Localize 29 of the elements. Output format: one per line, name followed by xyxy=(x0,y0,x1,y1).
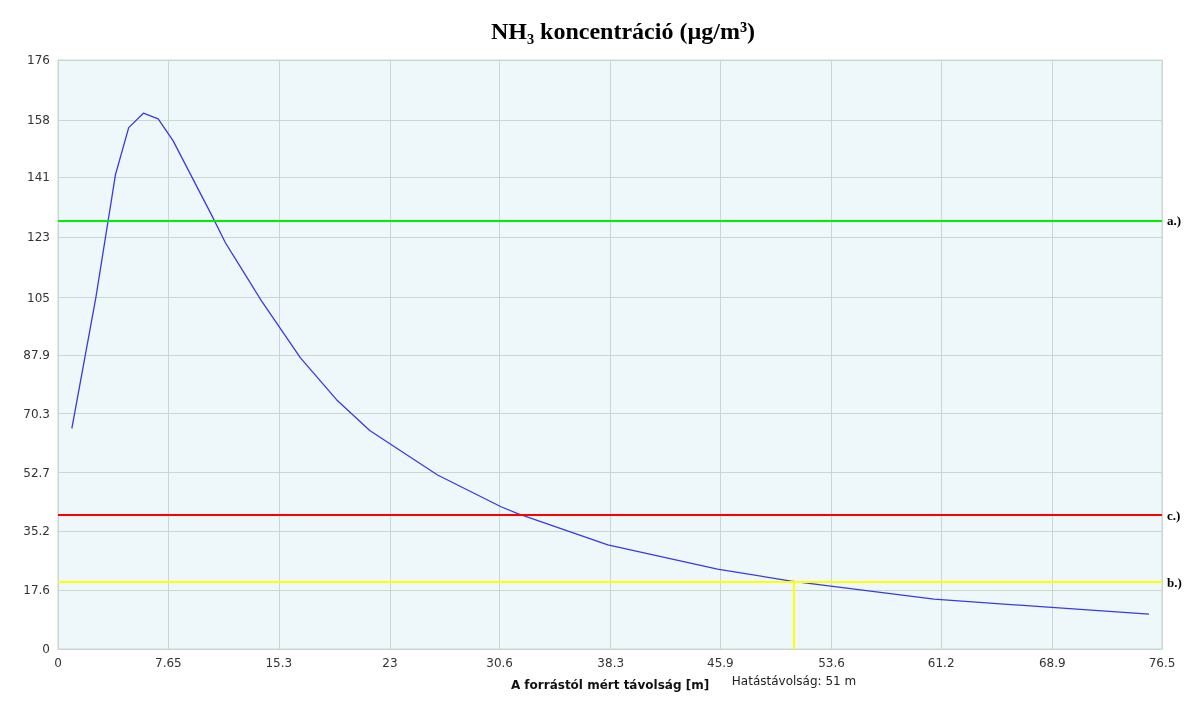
x-tick-label: 7.65 xyxy=(155,656,182,670)
y-tick-label: 141 xyxy=(27,170,50,185)
y-tick-label: 35.2 xyxy=(23,524,50,539)
y-tick-label: 123 xyxy=(27,230,50,245)
ref-line-label: c.) xyxy=(1167,507,1181,523)
x-tick-label: 76.5 xyxy=(1148,656,1176,670)
x-tick-label: 38.3 xyxy=(597,656,625,670)
x-tick-label: 15.3 xyxy=(265,656,293,670)
ref-line-label: Hatástávolság: 51 m xyxy=(731,674,857,688)
y-tick-label: 176 xyxy=(27,53,50,67)
y-tick-label: 70.3 xyxy=(23,406,50,421)
y-tick-label: 17.6 xyxy=(23,583,50,598)
y-tick-label: 158 xyxy=(27,113,50,128)
ref-line-label: b.) xyxy=(1167,574,1182,590)
line-series xyxy=(71,112,1150,615)
ref-line-label: a.) xyxy=(1167,213,1182,229)
x-tick-label: 30.6 xyxy=(486,656,513,670)
x-axis-title: A forrástól mért távolság [m] xyxy=(510,678,710,692)
y-tick-label: 105 xyxy=(27,290,50,305)
x-tick-label: 45.9 xyxy=(707,656,734,670)
y-tick-label: 52.7 xyxy=(23,465,50,480)
y-tick-label: 0 xyxy=(42,642,50,656)
x-tick-label: 53.6 xyxy=(818,656,845,670)
x-tick-label: 23 xyxy=(382,656,398,670)
chart-title: NH₃ koncentráció (µg/m³) xyxy=(490,18,756,44)
x-tick-label: 61.2 xyxy=(927,656,955,670)
x-tick-label: 68.9 xyxy=(1038,656,1066,670)
y-tick-label: 87.9 xyxy=(23,347,50,362)
x-tick-label: 0 xyxy=(54,656,62,670)
